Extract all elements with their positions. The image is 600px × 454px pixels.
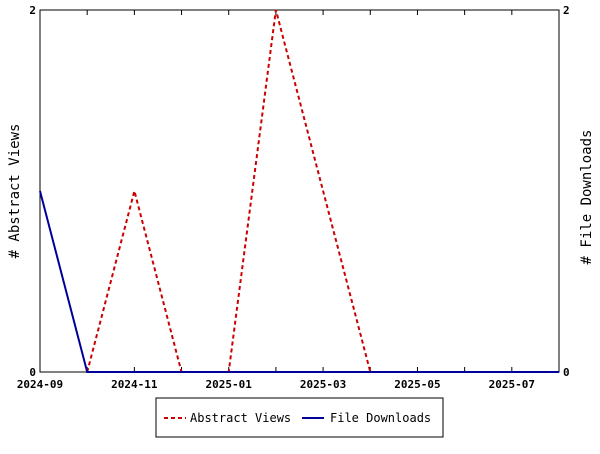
x-tick-label: 2025-05 — [394, 378, 440, 391]
left-y-ticks: 02 — [29, 4, 45, 379]
legend-label-abstract-views: Abstract Views — [190, 411, 291, 425]
series-line-file-downloads — [39, 190, 559, 373]
x-tick-label: 2025-07 — [489, 378, 535, 391]
x-axis-ticks: 2024-09 2024-11 2025-01 2025-03 2025-05 2025-… — [17, 10, 560, 391]
right-axis-title: # File Downloads — [579, 130, 595, 265]
series-layer — [39, 9, 559, 373]
legend-label-file-downloads: File Downloads — [330, 411, 431, 425]
y-tick-label: 0 — [29, 366, 36, 379]
series-line-abstract-views — [86, 9, 559, 373]
y2-tick-label: 0 — [563, 366, 570, 379]
x-tick-label: 2024-11 — [111, 378, 158, 391]
right-y-ticks: 02 — [554, 4, 570, 379]
x-tick-label: 2025-01 — [206, 378, 253, 391]
y-tick-label: 2 — [29, 4, 36, 17]
y2-tick-label: 2 — [563, 4, 570, 17]
left-axis-title: # Abstract Views — [7, 124, 23, 259]
legend-box — [155, 397, 444, 438]
legend: Abstract Views File Downloads — [155, 397, 444, 438]
x-tick-label: 2024-09 — [17, 378, 63, 391]
x-tick-label: 2025-03 — [300, 378, 346, 391]
plot-area-frame — [39, 9, 560, 373]
